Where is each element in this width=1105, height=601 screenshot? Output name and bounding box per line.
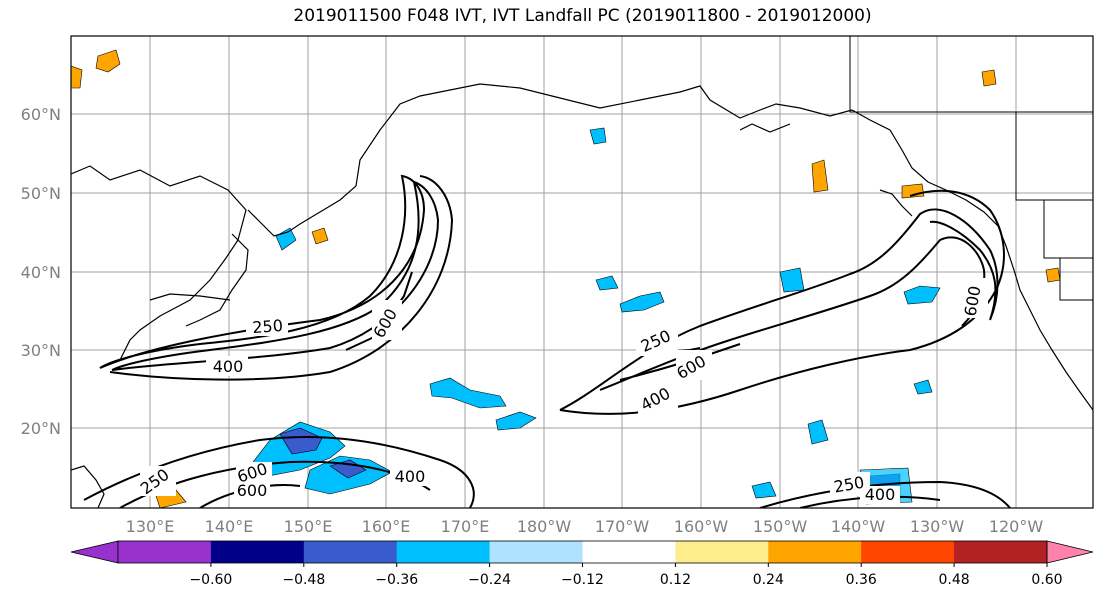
lon-label: 160°W (674, 517, 729, 536)
lon-label: 140°W (831, 517, 886, 536)
colorbar-tick-label: 0.36 (846, 572, 877, 588)
latitude-labels: 60°N 50°N 40°N 30°N 20°N (21, 105, 61, 438)
map-title: 2019011500 F048 IVT, IVT Landfall PC (20… (293, 6, 872, 26)
colorbar-bin (582, 541, 676, 563)
lon-label: 160°E (362, 517, 411, 536)
colorbar-tick-label: −0.12 (561, 572, 604, 588)
colorbar-over-arrow (1046, 540, 1094, 564)
colorbar-bin (861, 541, 955, 563)
lon-label: 170°W (595, 517, 650, 536)
negative-pc-patches (249, 127, 941, 505)
colorbar-bin (396, 541, 491, 563)
colorbar-tick-label: −0.36 (375, 572, 418, 588)
colorbar-tick-label: 0.60 (1031, 572, 1062, 588)
colorbar-bin (118, 541, 212, 563)
contour-label: 400 (213, 357, 244, 376)
political-borders (849, 36, 1093, 301)
colorbar-bin (210, 541, 305, 563)
colorbar: −0.60 −0.48 −0.36 −0.24 −0.12 0.12 0.24 0.36 0.4… (70, 540, 1094, 588)
colorbar-bin (768, 541, 862, 563)
colorbar-tick-label: 0.48 (939, 572, 970, 588)
colorbar-tick-label: −0.60 (189, 572, 232, 588)
lon-label: 130°W (910, 517, 965, 536)
lat-label: 30°N (21, 341, 61, 360)
lon-label: 180°W (517, 517, 572, 536)
colorbar-bin (303, 541, 398, 563)
colorbar-tick-label: 0.12 (660, 572, 691, 588)
colorbar-tick-label: 0.24 (753, 572, 784, 588)
lon-label: 170°E (441, 517, 490, 536)
lon-label: 150°W (753, 517, 808, 536)
lon-label: 130°E (126, 517, 175, 536)
lat-label: 50°N (21, 184, 61, 203)
lon-label: 150°E (284, 517, 333, 536)
contour-label: 400 (865, 485, 896, 504)
lon-label: 120°W (989, 517, 1044, 536)
contour-label-backgrounds (140, 278, 988, 504)
colorbar-tick-label: −0.48 (282, 572, 325, 588)
contour-label: 400 (395, 467, 426, 486)
lon-label: 140°E (205, 517, 254, 536)
lat-label: 40°N (21, 263, 61, 282)
contour-label: 250 (252, 316, 284, 337)
colorbar-bin (489, 541, 583, 563)
colorbar-tick-label: −0.24 (468, 572, 511, 588)
longitude-labels: 130°E 140°E 150°E 160°E 170°E 180°W 170°… (126, 517, 1044, 536)
colorbar-bin (675, 541, 769, 563)
ivt-contours (83, 174, 1011, 508)
contour-label: 600 (237, 481, 268, 500)
map-frame (70, 35, 1094, 509)
colorbar-bin (954, 541, 1048, 563)
lat-label: 60°N (21, 105, 61, 124)
lat-label: 20°N (21, 419, 61, 438)
colorbar-under-arrow (70, 540, 119, 564)
